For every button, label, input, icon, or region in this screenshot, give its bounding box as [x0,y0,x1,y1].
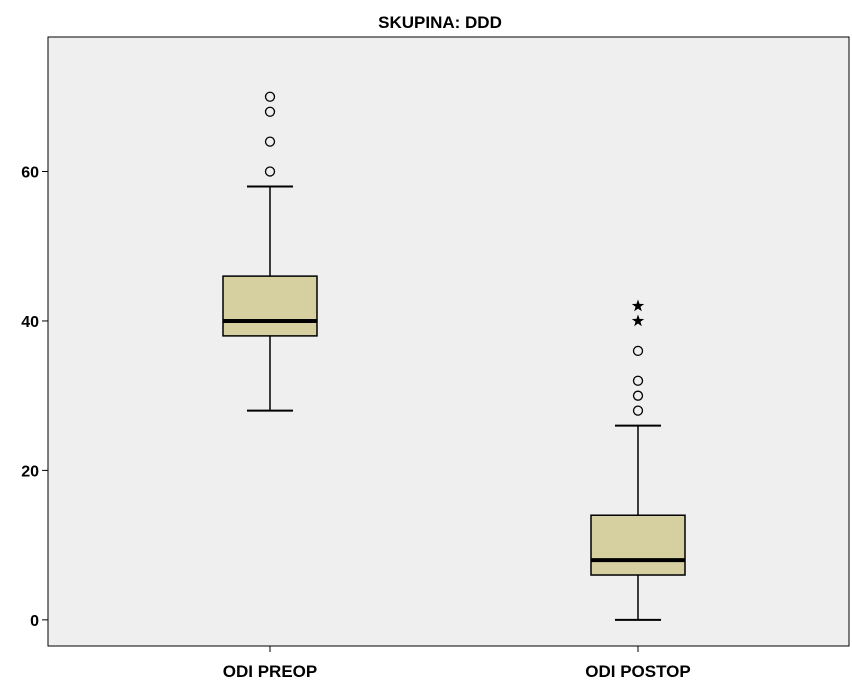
y-tick-label: 60 [21,165,39,182]
y-tick-label: 20 [21,463,39,480]
outlier-point [264,106,276,117]
box-group [590,299,686,621]
outlier-point [632,405,644,416]
iqr-box [222,275,318,337]
y-tick-label: 0 [30,613,39,630]
x-axis: ODI PREOP ODI POSTOP [223,646,691,681]
y-axis: 0 20 40 60 [21,165,48,630]
outlier-point [264,136,276,147]
outlier-point [632,390,644,401]
iqr-box [590,514,686,576]
y-tick-label: 40 [21,314,39,331]
outlier-point [632,375,644,386]
extreme-point [631,299,645,312]
outlier-point [264,91,276,102]
x-tick-label: ODI PREOP [223,662,317,681]
plot-area [47,36,850,647]
extreme-point [631,314,645,327]
outlier-point [632,345,644,356]
chart-title: SKUPINA: DDD [378,13,502,32]
outlier-point [264,166,276,177]
x-tick-label: ODI POSTOP [585,662,691,681]
box-group [222,91,318,412]
boxes [222,91,686,621]
